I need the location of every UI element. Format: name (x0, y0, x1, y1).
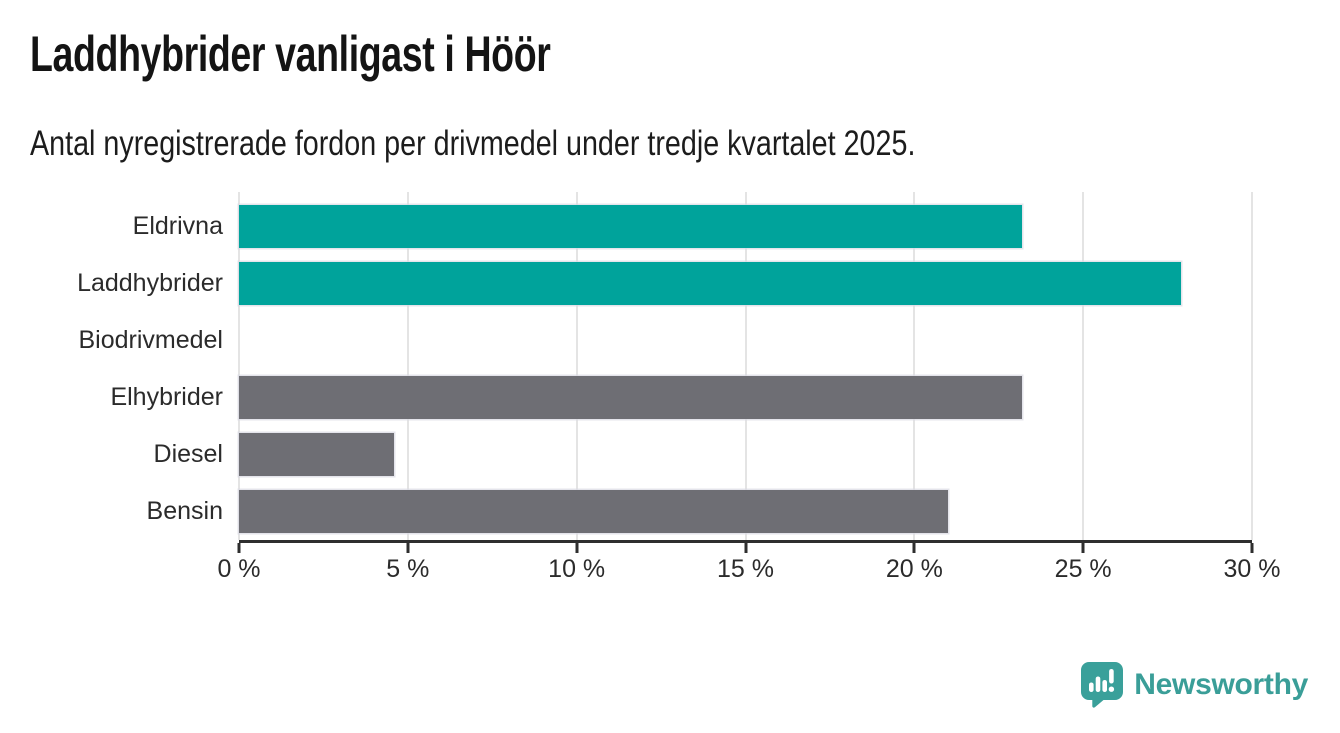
gridline (744, 192, 747, 540)
gridline (406, 192, 409, 540)
category-label: Laddhybrider (77, 269, 223, 297)
axis-tick-label: 30 % (1223, 555, 1281, 583)
axis-tick-label: 0 % (217, 555, 261, 583)
gridline (575, 192, 578, 540)
axis-tick (1250, 543, 1254, 553)
bar-elhybrider (239, 376, 1023, 419)
axis-tick (1081, 543, 1085, 553)
bar-row: Elhybrider (110, 369, 1252, 426)
bar-bensin (239, 490, 949, 533)
gridline (1082, 192, 1085, 540)
axis-tick-label: 25 % (1054, 555, 1112, 583)
chart-subtitle: Antal nyregistrerade fordon per drivmede… (30, 124, 916, 163)
bar-diesel (239, 433, 395, 476)
x-axis: 0 % 5 % 10 % 15 % 20 % 25 % 30 % (217, 540, 1280, 593)
axis-tick-label: 15 % (717, 555, 774, 583)
category-label: Elhybrider (110, 383, 223, 411)
bar-row: Biodrivmedel (78, 312, 1252, 369)
category-label: Biodrivmedel (78, 326, 223, 354)
bar-row: Eldrivna (133, 198, 1252, 255)
bar-row: Bensin (147, 483, 1252, 540)
newsworthy-logo: Newsworthy (1080, 661, 1308, 708)
chart-title: Laddhybrider vanligast i Höör (30, 26, 551, 82)
category-label: Diesel (153, 440, 223, 468)
bar-rows: Eldrivna Laddhybrider Biodrivmedel Elhybrid… (77, 198, 1252, 540)
newsworthy-logo-text: Newsworthy (1134, 667, 1308, 701)
axis-tick (575, 543, 579, 553)
axis-tick-label: 20 % (885, 555, 943, 583)
newsworthy-logo-icon (1081, 662, 1124, 708)
axis-tick-label: 5 % (386, 555, 430, 583)
axis-tick (744, 543, 747, 553)
axis-tick (237, 543, 241, 553)
bar-eldrivna (239, 205, 1023, 248)
plot-area: Eldrivna Laddhybrider Biodrivmedel Elhybrid… (77, 192, 1253, 540)
category-label: Bensin (146, 497, 223, 525)
bar-laddhybrider (239, 262, 1182, 305)
axis-tick (912, 543, 916, 553)
axis-tick (406, 543, 410, 553)
gridline (238, 192, 240, 540)
gridline (913, 192, 916, 540)
bar-row: Laddhybrider (77, 255, 1252, 312)
axis-tick-label: 10 % (548, 555, 606, 583)
gridline (1251, 192, 1253, 540)
category-label: Eldrivna (132, 212, 223, 240)
bar-row: Diesel (154, 426, 1252, 483)
